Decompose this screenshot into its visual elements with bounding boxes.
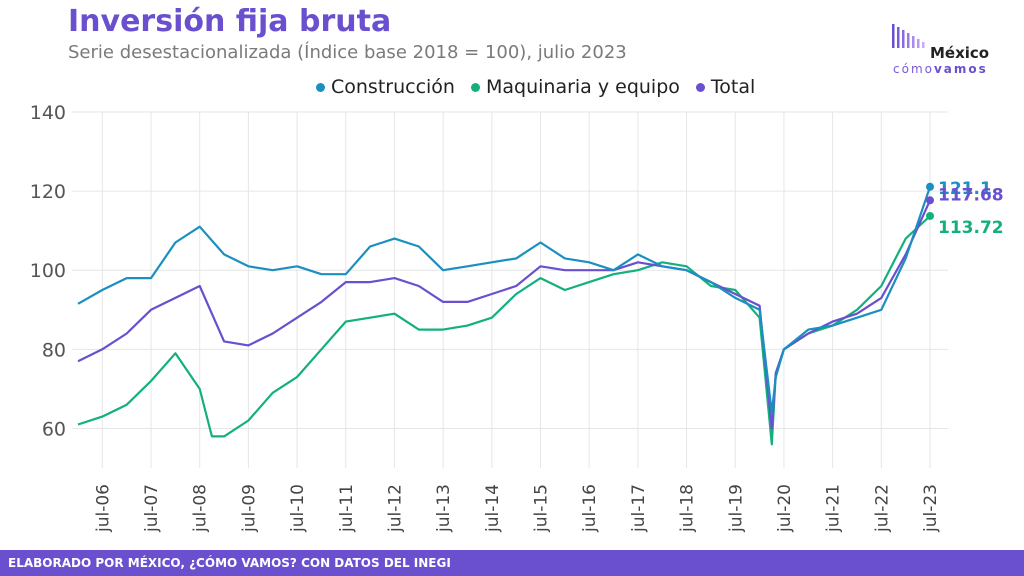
chart-subtitle: Serie desestacionalizada (Índice base 20…	[68, 42, 627, 63]
x-tick-label: jul-09	[239, 484, 259, 533]
logo-text-como-vamos: cómovamos	[893, 62, 988, 76]
x-tick-label: jul-17	[629, 484, 649, 533]
logo-text-como: cómo	[893, 62, 934, 76]
y-tick-label: 140	[30, 102, 66, 124]
footer-bar: ELABORADO POR MÉXICO, ¿CÓMO VAMOS? CON D…	[0, 550, 1024, 576]
legend-label-maquinaria: Maquinaria y equipo	[485, 76, 680, 98]
end-value-label-1: 113.72	[938, 218, 1004, 238]
end-point-2	[926, 196, 934, 205]
series-lines	[77, 186, 932, 446]
legend-item-total: Total	[695, 76, 756, 98]
end-value-label-0: 121.1	[938, 179, 992, 199]
x-tick-label: jul-19	[726, 484, 746, 533]
x-tick-label: jul-16	[580, 484, 600, 533]
legend: Construcción Maquinaria y equipo Total	[316, 76, 755, 98]
x-tick-label: jul-10	[288, 484, 308, 533]
logo-bars-icon	[892, 24, 925, 48]
end-point-1	[926, 211, 934, 220]
series-line-0	[77, 186, 932, 414]
legend-marker-construccion	[316, 82, 325, 92]
logo: México cómovamos	[890, 22, 1010, 82]
y-axis-ticks: 60 80 100 120 140	[30, 102, 66, 440]
x-tick-label: jul-06	[93, 484, 113, 533]
x-tick-label: jul-14	[483, 484, 503, 533]
y-tick-label: 60	[42, 418, 66, 440]
legend-marker-maquinaria	[470, 82, 480, 92]
x-tick-label: jul-12	[385, 484, 405, 533]
x-tick-label: jul-22	[872, 484, 892, 533]
x-tick-label: jul-11	[337, 484, 357, 533]
x-tick-label: jul-07	[142, 484, 162, 533]
x-tick-label: jul-13	[434, 484, 454, 533]
x-tick-label: jul-18	[678, 484, 698, 533]
logo-text-mexico: México	[930, 44, 990, 62]
x-tick-label: jul-21	[824, 484, 844, 533]
chart-title: Inversión fija bruta	[68, 4, 392, 39]
x-tick-label: jul-08	[191, 484, 211, 533]
legend-marker-total	[695, 82, 705, 92]
x-tick-label: jul-15	[532, 484, 552, 533]
x-axis-ticks: jul-06 jul-07 jul-08 jul-09 jul-10 jul-11 jul-…	[93, 484, 941, 533]
logo-text-vamos: vamos	[933, 62, 988, 76]
y-tick-label: 120	[30, 181, 66, 203]
y-tick-label: 80	[42, 339, 66, 361]
y-tick-label: 100	[30, 260, 66, 282]
legend-item-construccion: Construcción	[316, 76, 455, 98]
legend-label-total: Total	[710, 76, 756, 98]
end-point-0	[926, 182, 934, 191]
x-tick-label: jul-23	[921, 484, 941, 533]
legend-label-construccion: Construcción	[331, 76, 455, 98]
x-tick-label: jul-20	[775, 484, 795, 533]
footer-source-text: ELABORADO POR MÉXICO, ¿CÓMO VAMOS? CON D…	[8, 556, 451, 570]
series-line-1	[77, 215, 931, 446]
end-value-label-2: 117.68	[938, 185, 1004, 205]
grid-lines	[72, 111, 948, 468]
legend-item-maquinaria: Maquinaria y equipo	[470, 76, 680, 98]
